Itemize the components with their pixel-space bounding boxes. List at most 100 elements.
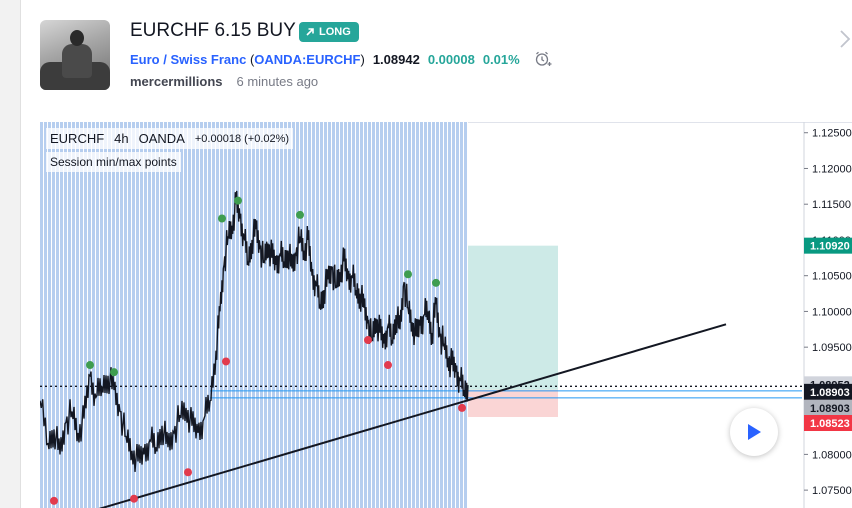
- price-badge-label: 1.08523: [810, 418, 850, 430]
- session-band: [392, 122, 395, 508]
- price-badge: [804, 415, 852, 432]
- target-zone: [468, 245, 558, 390]
- session-band: [52, 122, 55, 508]
- session-min-point: [384, 361, 392, 370]
- session-band: [444, 122, 447, 508]
- session-band: [280, 122, 283, 508]
- session-band: [160, 122, 163, 508]
- session-band: [124, 122, 127, 508]
- price-chart[interactable]: 1.125001.120001.115001.110001.105001.100…: [40, 122, 852, 508]
- price-tick-label: 1.07500: [812, 485, 852, 497]
- session-band: [96, 122, 99, 508]
- long-badge: LONG: [299, 22, 359, 42]
- symbol-name[interactable]: Euro / Swiss Franc: [130, 51, 247, 67]
- price-tick-label: 1.12000: [812, 163, 852, 175]
- study-legend[interactable]: Session min/max points: [46, 152, 181, 172]
- legend-symbol: EURCHF: [50, 131, 105, 146]
- session-max-point: [234, 196, 242, 205]
- session-band: [64, 122, 67, 508]
- chart-area[interactable]: 1.125001.120001.115001.110001.105001.100…: [40, 122, 852, 508]
- session-band: [380, 122, 383, 508]
- legend-change: +0.00018 (+0.02%): [194, 132, 290, 145]
- session-band: [404, 122, 407, 508]
- session-band: [268, 122, 271, 508]
- session-min-point: [184, 468, 192, 477]
- session-band: [284, 122, 287, 508]
- session-band: [460, 122, 463, 508]
- session-band: [112, 122, 115, 508]
- price-badge: [804, 237, 852, 254]
- session-max-point: [110, 368, 118, 377]
- session-band: [316, 122, 319, 508]
- session-band: [252, 122, 255, 508]
- publish-time: 6 minutes ago: [236, 74, 319, 89]
- session-min-point: [364, 336, 372, 345]
- session-band: [312, 122, 315, 508]
- session-band: [328, 122, 331, 508]
- session-band: [176, 122, 179, 508]
- session-band: [352, 122, 355, 508]
- session-band: [56, 122, 59, 508]
- session-band: [156, 122, 159, 508]
- session-band: [76, 122, 79, 508]
- idea-title[interactable]: EURCHF 6.15 BUY: [130, 20, 296, 41]
- session-band: [276, 122, 279, 508]
- session-band: [120, 122, 123, 508]
- play-button[interactable]: [730, 408, 778, 456]
- session-band: [332, 122, 335, 508]
- session-band: [40, 122, 43, 508]
- session-band: [416, 122, 419, 508]
- price-tick-label: 1.09500: [812, 342, 852, 354]
- symbol-code[interactable]: OANDA:EURCHF: [254, 51, 361, 67]
- stop-zone: [468, 389, 558, 418]
- session-band: [320, 122, 323, 508]
- session-band: [184, 122, 187, 508]
- session-band: [72, 122, 75, 508]
- session-band: [196, 122, 199, 508]
- price-line: [40, 190, 469, 472]
- session-band: [224, 122, 227, 508]
- session-max-points: [86, 196, 440, 377]
- session-band: [104, 122, 107, 508]
- session-band: [368, 122, 371, 508]
- session-band: [456, 122, 459, 508]
- session-band: [132, 122, 135, 508]
- price-badge: [804, 399, 852, 416]
- session-band: [164, 122, 167, 508]
- price-badge-label: 1.08903: [810, 387, 850, 399]
- session-band: [228, 122, 231, 508]
- author-line: mercermillions 6 minutes ago: [130, 74, 318, 89]
- session-band: [80, 122, 83, 508]
- session-band: [336, 122, 339, 508]
- session-max-point: [432, 278, 440, 287]
- alarm-clock-plus-icon[interactable]: [534, 50, 552, 68]
- session-band: [464, 122, 467, 508]
- session-band: [92, 122, 95, 508]
- price-tick-label: 1.08000: [812, 449, 852, 461]
- symbol-paren-close: ): [360, 51, 365, 67]
- author-avatar[interactable]: [40, 20, 110, 90]
- session-band: [140, 122, 143, 508]
- symbol-paren-open: (: [249, 51, 255, 67]
- session-band: [292, 122, 295, 508]
- session-band: [288, 122, 291, 508]
- position-zones: [468, 245, 558, 418]
- chevron-right-icon[interactable]: [838, 28, 852, 50]
- session-band: [448, 122, 451, 508]
- session-band: [136, 122, 139, 508]
- session-band: [360, 122, 363, 508]
- session-band: [44, 122, 47, 508]
- author-name[interactable]: mercermillions: [130, 74, 223, 89]
- session-band: [180, 122, 183, 508]
- session-min-points: [50, 336, 466, 505]
- session-band: [220, 122, 223, 508]
- session-band: [340, 122, 343, 508]
- session-band: [88, 122, 91, 508]
- session-max-point: [404, 270, 412, 279]
- price-tick-label: 1.10500: [812, 271, 852, 283]
- session-band: [68, 122, 71, 508]
- session-band: [356, 122, 359, 508]
- horizontal-lines: [40, 385, 802, 399]
- session-band: [152, 122, 155, 508]
- symbol-link[interactable]: Euro / Swiss Franc (OANDA:EURCHF): [130, 52, 365, 67]
